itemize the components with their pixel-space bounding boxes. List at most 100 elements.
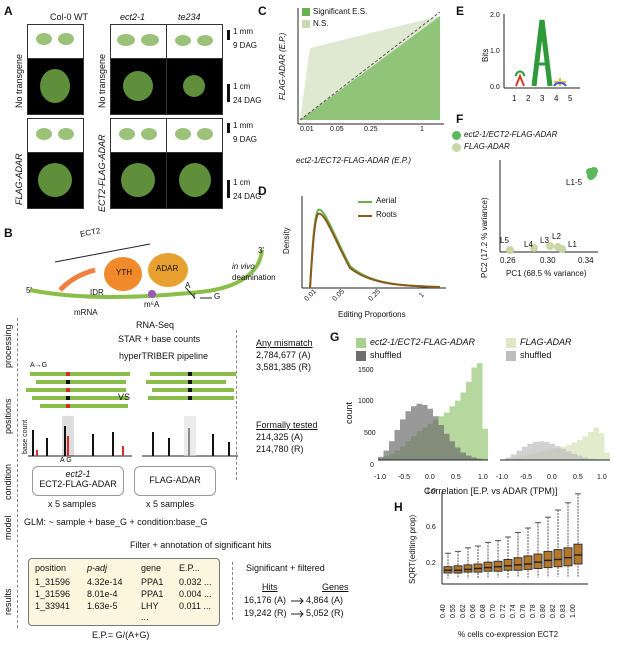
adar-label: ADAR <box>156 264 179 273</box>
m6a-label: m⁶A <box>144 300 160 309</box>
h-xticks: 0.40 0.55 0.62 0.66 0.68 0.70 0.72 0.74 0.76 0.78… <box>440 590 590 630</box>
col-title-te234: te234 <box>178 12 201 22</box>
rnaseq-label: RNA-Seq <box>136 320 175 330</box>
hist-bar <box>604 452 610 460</box>
samples-1: x 5 samples <box>48 499 97 509</box>
hits-r: 19,242 (R) <box>244 608 287 618</box>
scale-label: 1 mm <box>233 121 253 130</box>
panel-g-label: G <box>330 330 340 344</box>
g-xtick: -1.0 <box>374 474 387 481</box>
c-tick: 1 <box>420 126 424 133</box>
idr-label: IDR <box>90 288 104 297</box>
panel-c-label: C <box>258 4 267 18</box>
box <box>523 555 533 570</box>
age-label: 9 DAG <box>233 135 258 144</box>
h-xtick: 0.55 <box>450 604 457 618</box>
table-cell: PPA1 <box>141 577 164 587</box>
table-cell: 8.01e-4 <box>87 589 118 599</box>
table-cell: 0.004 ... <box>179 589 212 599</box>
h-ytick: 0.2 <box>426 560 436 567</box>
glm-formula: GLM: ~ sample + base_G + condition:base_… <box>24 517 208 527</box>
row-label: FLAG-ADAR <box>14 153 24 205</box>
hist-bar <box>438 425 444 460</box>
samples-2: x 5 samples <box>146 499 195 509</box>
panel-e-label: E <box>456 4 465 18</box>
hist-bar <box>471 367 477 460</box>
side-label: condition <box>3 463 13 500</box>
panel-d-label: D <box>258 184 267 198</box>
arrows <box>291 597 304 618</box>
legend-dot-ect2 <box>452 131 461 140</box>
hist-bar <box>466 381 472 460</box>
panel-h-label: H <box>394 500 403 514</box>
hist-bar <box>378 456 384 460</box>
f-xlabel: PC1 (68.5 % variance) <box>506 269 587 278</box>
d-xlabel: Editing Proportions <box>338 310 406 319</box>
box <box>543 550 553 569</box>
ag-label: A→G <box>30 362 48 369</box>
h-xtick: 0.74 <box>510 604 517 618</box>
c-xlabel: ect2-1/ECT2-FLAG-ADAR (E.P.) <box>296 156 411 165</box>
legend-ns: N.S. <box>313 19 329 28</box>
hist-bar <box>588 431 594 460</box>
plant-te234-seedling <box>166 24 223 59</box>
side-label: processing <box>3 324 13 368</box>
plant-wt-rosette <box>27 58 84 115</box>
legend-swatch-sig <box>302 8 310 16</box>
table-cell: 1_33941 <box>35 601 71 611</box>
cond1-label: ect2-1 <box>65 469 91 479</box>
g-xtick: -0.5 <box>398 474 411 481</box>
mismatch-title: Any mismatch <box>256 338 313 348</box>
age-label: 9 DAG <box>233 41 258 50</box>
star-label: STAR + base counts <box>118 334 201 344</box>
hist-bar <box>582 436 588 460</box>
plant-wt-seedling <box>27 24 84 59</box>
yth-label: YTH <box>116 268 132 277</box>
hist-bar <box>577 440 583 460</box>
h-xtick: 0.82 <box>550 604 557 618</box>
box <box>463 564 473 573</box>
hist-bar <box>555 446 561 460</box>
plant-te234-rosette <box>166 58 223 115</box>
hist-bar <box>427 408 433 460</box>
legend-swatch-g1-shuf <box>356 351 366 361</box>
filter-label: Filter + annotation of significant hits <box>130 540 272 550</box>
e-xtick: 3 <box>540 94 545 103</box>
hist-bar <box>455 400 461 460</box>
h-ytick: 1.0 <box>426 488 436 495</box>
f-ylabel: PC2 (17.2 % variance) <box>480 197 489 278</box>
g-ytick: 500 <box>364 430 376 437</box>
hist-bar <box>593 427 599 460</box>
hist-bar <box>460 452 466 460</box>
col-title-ect2: ect2-1 <box>120 12 146 22</box>
side-label: results <box>3 588 13 615</box>
col-title-wt: Col-0 WT <box>50 12 88 22</box>
hist-bar <box>522 446 528 460</box>
tested-title: Formally tested <box>256 420 318 430</box>
legend-g2-shuf: shuffled <box>520 350 552 360</box>
h-xtick: 1.00 <box>570 604 577 618</box>
hist-bar <box>582 457 588 460</box>
h-xtick: 0.40 <box>440 604 447 618</box>
legend-g1-shuf: shuffled <box>370 350 402 360</box>
hist-bar <box>477 458 483 460</box>
hist-bar <box>571 453 577 460</box>
h-ytick: 0.6 <box>426 524 436 531</box>
h-xtick: 0.83 <box>560 604 567 618</box>
mismatch-a: 2,784,677 (A) <box>256 350 311 360</box>
hist-bar <box>527 443 533 460</box>
row-label: ECT2-FLAG-ADAR <box>97 134 107 212</box>
g-xtick: 0.0 <box>425 474 435 481</box>
hist-bar <box>444 433 450 460</box>
legend-g1: ect2-1/ECT2-FLAG-ADAR <box>370 337 476 347</box>
table-cell: 1_31596 <box>35 589 71 599</box>
side-label: model <box>3 515 13 540</box>
hist-bar <box>416 403 422 460</box>
h-xtick: 0.68 <box>480 604 487 618</box>
legend-sig: Significant E.S. <box>313 7 368 16</box>
hist-bar <box>477 363 483 460</box>
plant-wt-flag-seedling <box>27 118 84 153</box>
box <box>453 565 463 574</box>
box <box>503 559 513 571</box>
plant-te234-fa-seedling <box>166 118 223 153</box>
